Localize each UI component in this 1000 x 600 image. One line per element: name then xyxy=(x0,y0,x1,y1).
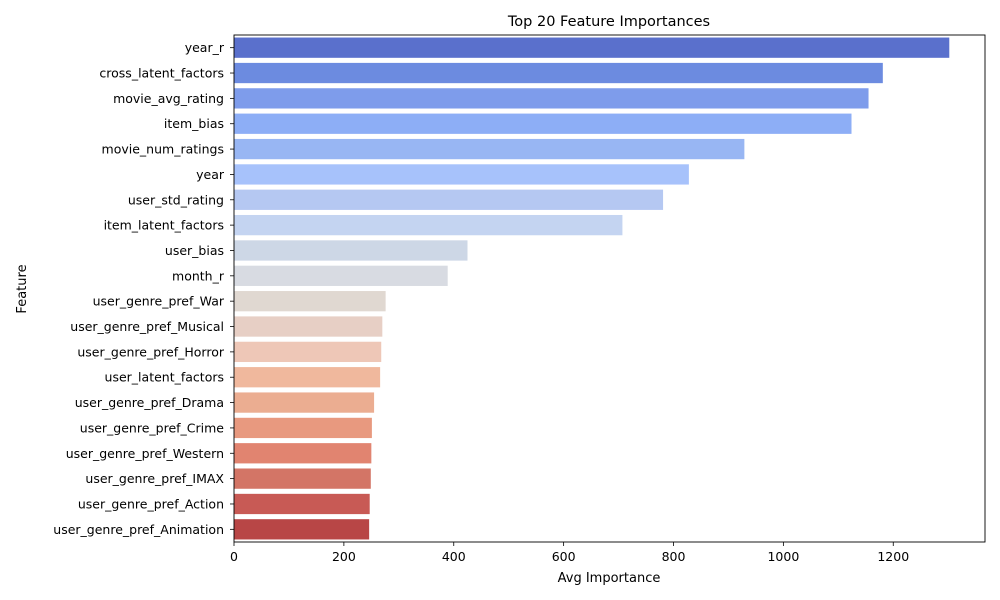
y-tick-label: user_genre_pref_Drama xyxy=(75,395,224,410)
y-tick-label: user_genre_pref_Musical xyxy=(70,319,224,334)
x-tick-label: 200 xyxy=(332,549,356,564)
bar-year_r xyxy=(234,37,950,58)
y-tick-labels: year_r cross_latent_factors movie_avg_rati… xyxy=(53,40,234,537)
x-tick-label: 1000 xyxy=(767,549,799,564)
bar-cross_latent_factors xyxy=(234,62,883,84)
bar-user_genre_pref_Crime xyxy=(234,417,372,439)
bar-user_genre_pref_Drama xyxy=(234,392,375,413)
bar-user_genre_pref_War xyxy=(234,291,386,312)
x-tick-label: 0 xyxy=(230,549,238,564)
y-tick-label: cross_latent_factors xyxy=(99,66,224,81)
bar-movie_num_ratings xyxy=(234,138,745,160)
x-tick-label: 600 xyxy=(552,549,576,564)
y-tick-label: user_genre_pref_Crime xyxy=(80,420,225,435)
y-tick-label: user_latent_factors xyxy=(105,370,224,385)
x-axis-label: Avg Importance xyxy=(558,571,661,586)
y-tick-label: user_genre_pref_War xyxy=(93,294,225,309)
y-tick-label: user_genre_pref_Animation xyxy=(53,522,224,537)
bar-movie_avg_rating xyxy=(234,88,869,109)
x-tick-label: 800 xyxy=(662,549,686,564)
bar-user_genre_pref_Action xyxy=(234,493,370,515)
y-tick-label: user_genre_pref_IMAX xyxy=(85,471,224,486)
y-tick-label: month_r xyxy=(172,268,225,283)
bar-user_genre_pref_IMAX xyxy=(234,468,371,489)
y-tick-label: item_latent_factors xyxy=(104,218,224,233)
y-tick-label: user_bias xyxy=(165,243,224,258)
y-tick-label: movie_avg_rating xyxy=(113,91,224,106)
y-tick-label: user_genre_pref_Action xyxy=(78,496,224,511)
bar-item_latent_factors xyxy=(234,214,623,236)
y-tick-label: item_bias xyxy=(164,116,224,131)
y-tick-label: user_genre_pref_Western xyxy=(66,446,224,461)
bar-item_bias xyxy=(234,113,852,134)
bar-year xyxy=(234,164,689,185)
y-axis-label: Feature xyxy=(15,264,30,313)
y-tick-label: year xyxy=(196,167,225,182)
x-tick-label: 1200 xyxy=(877,549,909,564)
bar-user_std_rating xyxy=(234,189,664,210)
bar-user_genre_pref_Animation xyxy=(234,519,370,540)
x-tick-label: 400 xyxy=(442,549,466,564)
chart-title: Top 20 Feature Importances xyxy=(507,14,710,30)
bars-group xyxy=(234,37,950,540)
x-axis: 0 200 400 600 800 1000 1200 xyxy=(230,542,909,564)
y-tick-label: movie_num_ratings xyxy=(102,142,224,157)
bar-user_genre_pref_Western xyxy=(234,443,372,464)
plot-frame xyxy=(233,34,986,543)
y-tick-label: user_genre_pref_Horror xyxy=(77,344,224,359)
y-tick-label: year_r xyxy=(185,40,225,55)
bar-user_bias xyxy=(234,240,468,261)
bar-user_genre_pref_Horror xyxy=(234,341,382,363)
bar-user_genre_pref_Musical xyxy=(234,316,383,337)
bar-month_r xyxy=(234,265,448,286)
y-tick-label: user_std_rating xyxy=(128,192,224,207)
bar-user_latent_factors xyxy=(234,367,381,388)
